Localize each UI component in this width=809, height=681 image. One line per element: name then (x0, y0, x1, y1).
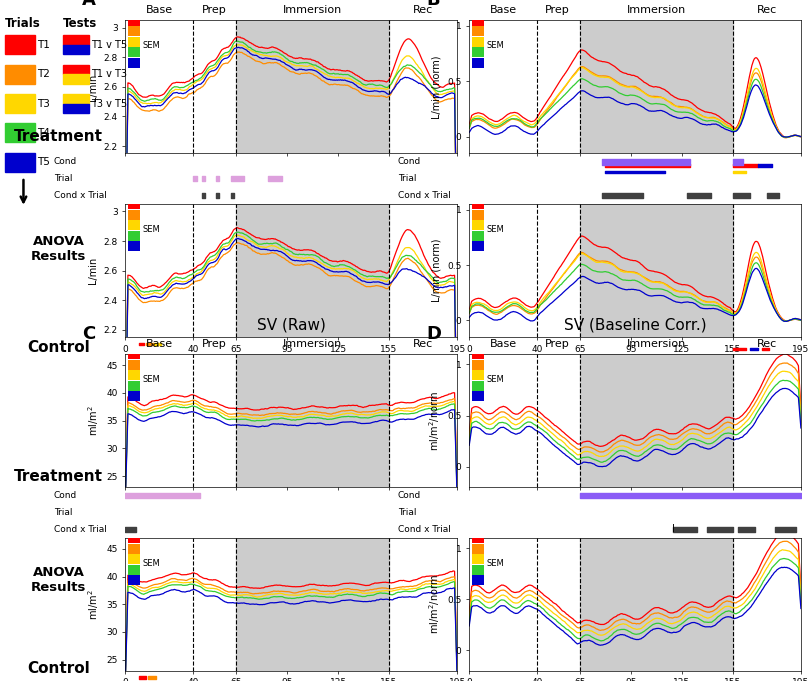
Text: C: C (83, 325, 95, 343)
X-axis label: Time (s): Time (s) (269, 360, 314, 369)
Text: T3: T3 (37, 99, 50, 108)
Text: Cond: Cond (54, 157, 77, 166)
Text: Prep: Prep (545, 5, 570, 15)
Text: Cond x Trial: Cond x Trial (54, 191, 107, 200)
Text: I: I (672, 524, 675, 535)
Text: SEM: SEM (486, 558, 504, 567)
Text: Trials: Trials (5, 17, 40, 30)
Bar (580, 20, 733, 153)
Bar (63, 104, 89, 113)
Text: Rec: Rec (756, 5, 777, 15)
Text: T1 v T5: T1 v T5 (91, 40, 128, 50)
Bar (236, 354, 389, 487)
Bar (236, 538, 389, 671)
Bar (63, 94, 89, 104)
Y-axis label: L/min (norm): L/min (norm) (432, 55, 442, 118)
Text: Immersion: Immersion (627, 5, 686, 15)
Text: T4: T4 (37, 128, 50, 138)
Text: Cond: Cond (398, 157, 421, 166)
Title: SV (Baseline Corr.): SV (Baseline Corr.) (564, 317, 706, 332)
Bar (580, 538, 733, 671)
Text: T5: T5 (37, 157, 50, 167)
Text: Immersion: Immersion (283, 339, 342, 349)
Bar (580, 204, 733, 337)
Bar (5, 94, 35, 113)
Text: Prep: Prep (545, 339, 570, 349)
Y-axis label: ml/m$^2$/norm: ml/m$^2$/norm (427, 391, 442, 451)
Text: Cond x Trial: Cond x Trial (398, 525, 451, 534)
Text: ANOVA
Results: ANOVA Results (31, 566, 87, 595)
Text: Trial: Trial (54, 174, 73, 183)
Bar (5, 153, 35, 172)
Text: Tests: Tests (63, 17, 98, 30)
Text: Trial: Trial (398, 508, 417, 517)
Text: Base: Base (146, 5, 173, 15)
Text: Prep: Prep (201, 339, 227, 349)
Bar (5, 123, 35, 142)
Text: T1: T1 (37, 40, 50, 50)
Text: Cond x Trial: Cond x Trial (54, 525, 107, 534)
X-axis label: Time (s): Time (s) (612, 360, 658, 369)
Y-axis label: L/min (norm): L/min (norm) (432, 239, 442, 302)
Text: Cond: Cond (398, 491, 421, 500)
Text: Rec: Rec (413, 339, 433, 349)
Text: T3 v T5: T3 v T5 (91, 99, 128, 108)
Text: T1 v T3: T1 v T3 (91, 69, 128, 79)
Y-axis label: L/min: L/min (88, 74, 98, 101)
Y-axis label: ml/m$^2$: ml/m$^2$ (86, 405, 100, 436)
Text: Control: Control (28, 340, 90, 355)
Text: Cond x Trial: Cond x Trial (398, 191, 451, 200)
Text: ANOVA
Results: ANOVA Results (31, 234, 87, 263)
Text: SEM: SEM (142, 375, 160, 384)
Text: SEM: SEM (142, 558, 160, 567)
Text: Trial: Trial (398, 174, 417, 183)
Text: Prep: Prep (201, 5, 227, 15)
Text: Base: Base (146, 339, 173, 349)
Text: Base: Base (489, 339, 517, 349)
Bar (580, 354, 733, 487)
Bar (5, 65, 35, 84)
Text: Treatment: Treatment (14, 129, 104, 144)
Text: Base: Base (489, 5, 517, 15)
Text: Control: Control (28, 661, 90, 676)
Text: Immersion: Immersion (627, 339, 686, 349)
Bar (5, 35, 35, 54)
Bar (63, 65, 89, 74)
Y-axis label: L/min: L/min (88, 257, 98, 284)
Bar (236, 20, 389, 153)
Text: SEM: SEM (142, 41, 160, 50)
Text: Rec: Rec (413, 5, 433, 15)
Bar (63, 74, 89, 84)
Bar (236, 204, 389, 337)
Y-axis label: ml/m$^2$: ml/m$^2$ (86, 589, 100, 620)
Text: D: D (426, 325, 441, 343)
Text: SEM: SEM (486, 375, 504, 384)
Text: SEM: SEM (486, 41, 504, 50)
Text: Treatment: Treatment (14, 469, 104, 484)
Text: SEM: SEM (486, 225, 504, 234)
Text: A: A (83, 0, 96, 9)
Text: Cond: Cond (54, 491, 77, 500)
Text: B: B (426, 0, 440, 9)
Text: Immersion: Immersion (283, 5, 342, 15)
Text: Rec: Rec (756, 339, 777, 349)
Bar (63, 45, 89, 54)
Y-axis label: ml/m$^2$/norm: ml/m$^2$/norm (427, 574, 442, 634)
Title: SV (Raw): SV (Raw) (256, 317, 326, 332)
Text: SEM: SEM (142, 225, 160, 234)
Text: Trial: Trial (54, 508, 73, 517)
Bar (63, 35, 89, 45)
Text: T2: T2 (37, 69, 50, 79)
